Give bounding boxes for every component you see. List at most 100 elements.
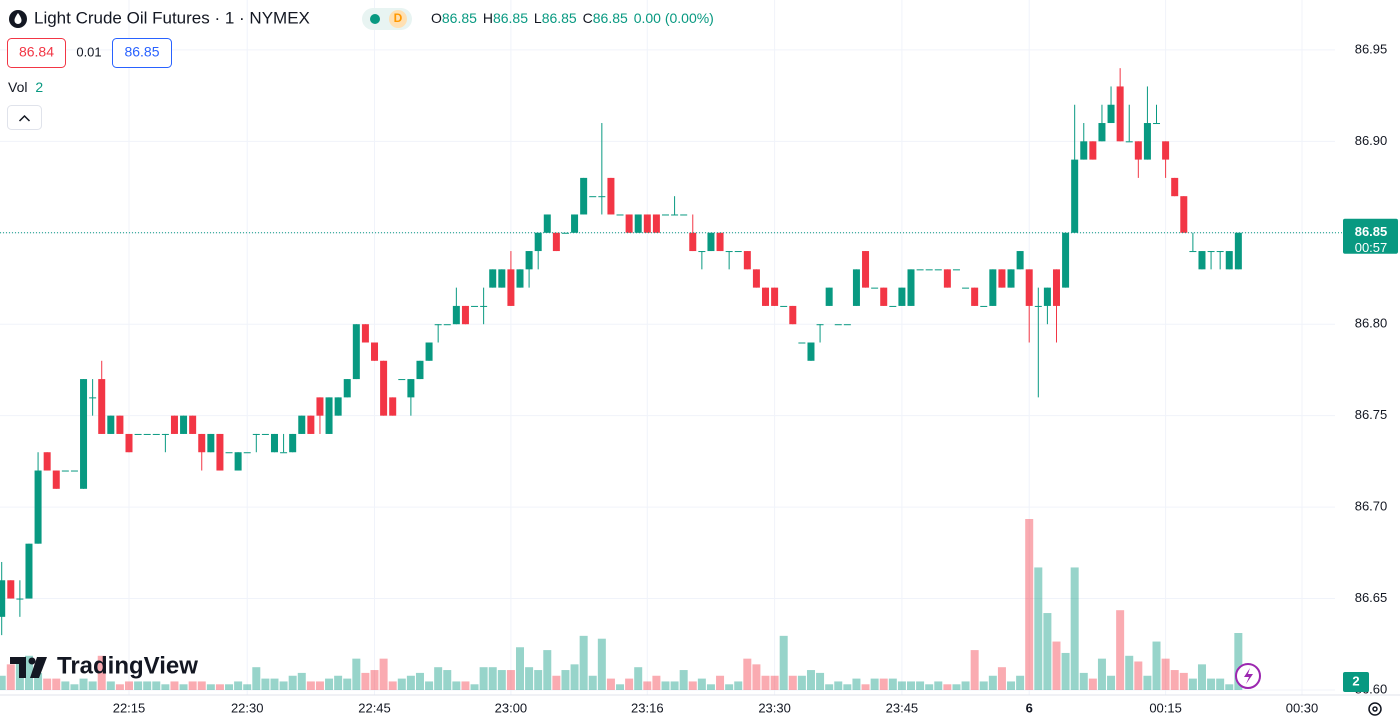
buy-button[interactable] (112, 38, 172, 68)
candle-body (125, 433, 133, 453)
candle-body (798, 342, 806, 344)
candle-body (143, 433, 151, 435)
volume-bar (925, 684, 934, 690)
volume-bar (452, 681, 461, 690)
volume-bar (943, 684, 952, 690)
volume-bar (716, 675, 725, 690)
volume-bar (1234, 633, 1243, 690)
candle-body (625, 214, 633, 233)
volume-bar (206, 684, 215, 690)
volume-bar (743, 658, 752, 690)
ohlc-label: C (583, 10, 593, 26)
symbol-title[interactable]: Light Crude Oil Futures · 1 · NYMEX (34, 8, 310, 27)
volume-bar (825, 684, 834, 690)
x-tick-label: 23:30 (758, 700, 791, 715)
x-tick-label: 22:45 (358, 700, 391, 715)
candle-body (943, 269, 951, 288)
volume-bar (115, 684, 124, 690)
ohlc-label: L (534, 10, 542, 26)
volume-bar (234, 681, 243, 690)
candle-body (925, 269, 933, 271)
candle-body (989, 269, 997, 306)
candle-body (352, 324, 360, 380)
volume-bar (252, 667, 261, 690)
settings-icon (1372, 706, 1378, 712)
volume-bar (1025, 519, 1034, 690)
collapse-button[interactable] (7, 105, 42, 130)
volume-bar (1052, 641, 1061, 690)
candle-body (1052, 269, 1060, 306)
volume-bar (406, 675, 415, 690)
volume-bar (806, 670, 815, 690)
candle-body (343, 379, 351, 398)
x-tick-label: 22:30 (231, 700, 264, 715)
candle-body (416, 360, 424, 380)
y-tick-label: 86.65 (1355, 590, 1388, 605)
sell-button[interactable] (7, 38, 66, 68)
volume-bar (688, 681, 697, 690)
volume-bar (588, 675, 597, 690)
volume-bar (597, 638, 606, 690)
volume-bar (125, 681, 134, 690)
volume-bar (752, 664, 761, 690)
candle-body (534, 232, 542, 252)
volume-bar (470, 684, 479, 690)
volume-bar (24, 655, 33, 690)
volume-legend: Vol 2 (8, 79, 43, 95)
candle-body (816, 324, 824, 326)
ohlc-legend: O86.85 H86.85 L86.85 C86.85 0.00 (0.00%) (431, 10, 714, 26)
volume-bar (1061, 652, 1070, 690)
candle-body (7, 580, 15, 599)
volume-bar (143, 681, 152, 690)
volume-bar (734, 681, 743, 690)
volume-bar (570, 664, 579, 690)
candle-body (698, 251, 706, 253)
buy-price: 86.85 (124, 44, 159, 60)
volume-bar (997, 667, 1006, 690)
candle-body (952, 269, 960, 271)
volume-bar (52, 678, 61, 690)
candle-body (862, 251, 870, 288)
ohlc-value: 86.85 (542, 10, 577, 26)
candle-body (1016, 251, 1024, 270)
volume-bar (834, 681, 843, 690)
candle-body (16, 598, 24, 600)
candle-body (380, 360, 388, 416)
volume-bar (670, 681, 679, 690)
candle-body (389, 397, 397, 416)
candle-body (825, 287, 833, 306)
volume-bar (1170, 670, 1179, 690)
volume-bar (443, 670, 452, 690)
candle-body (134, 433, 142, 435)
delay-badge[interactable]: D (394, 11, 403, 25)
candle-body (789, 305, 797, 325)
candle-body (52, 470, 60, 489)
sell-price: 86.84 (19, 44, 54, 60)
candle-body (152, 433, 160, 435)
candle-body (1098, 123, 1106, 142)
volume-bar (616, 684, 625, 690)
candle-body (307, 415, 315, 434)
candle-body (707, 232, 715, 252)
settings-button[interactable] (1368, 702, 1382, 716)
candle-body (98, 379, 106, 434)
candle-body (1134, 141, 1142, 160)
volume-bar (652, 675, 661, 690)
volume-bar (725, 684, 734, 690)
logo-mark (30, 657, 47, 678)
volume-bar (1188, 678, 1197, 690)
candle-body (552, 232, 560, 252)
volume-bar (152, 681, 161, 690)
candle-body (807, 342, 815, 361)
volume-bar (779, 635, 788, 690)
volume-bar (243, 684, 252, 690)
candle-body (234, 452, 242, 471)
logo: TradingView (10, 652, 198, 679)
candle-body (525, 251, 533, 270)
volume-bar (1216, 678, 1225, 690)
volume-bar (961, 681, 970, 690)
volume-bar (770, 675, 779, 690)
volume-bar (88, 681, 97, 690)
candle-body (1043, 287, 1051, 306)
